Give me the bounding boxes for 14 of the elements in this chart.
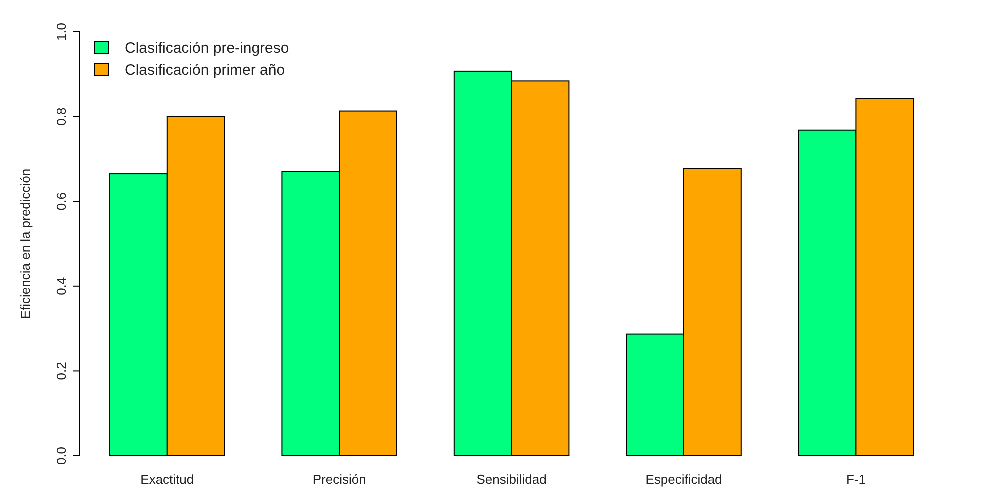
y-axis-title: Eficiencia en la predicción [18,168,33,320]
y-tick-label: 0.6 [54,192,69,211]
legend-label: Clasificación pre-ingreso [125,40,290,57]
x-tick-label: F-1 [846,472,866,487]
y-tick-label: 0.4 [54,277,69,296]
x-tick-label: Especificidad [646,472,722,487]
y-tick-label: 1.0 [54,22,69,42]
x-tick-label: Sensibilidad [476,472,547,487]
x-tick-label: Exactitud [140,472,194,487]
y-tick-label: 0.8 [54,108,69,126]
y-tick-label: 0.2 [54,362,69,380]
x-tick-label: Precisión [312,472,366,487]
legend-label: Clasificación primer año [125,62,286,79]
y-tick-label: 0.0 [54,446,69,466]
